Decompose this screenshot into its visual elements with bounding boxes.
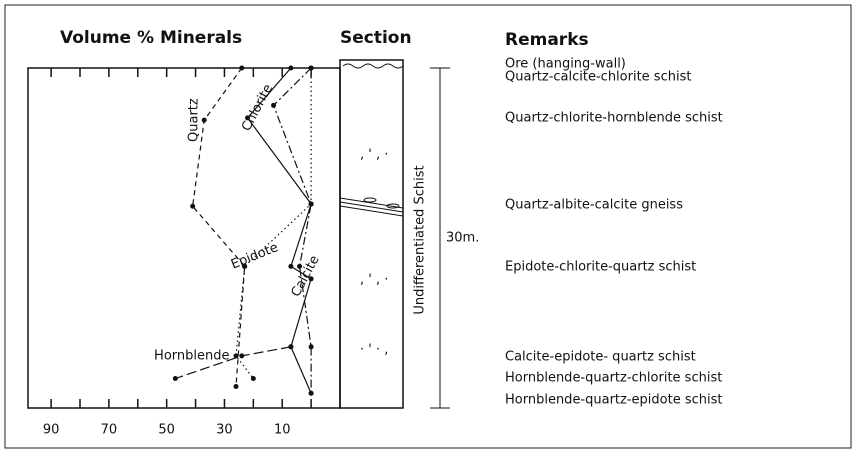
x-tick-label: 70 bbox=[101, 423, 118, 438]
gneiss-symbol bbox=[386, 203, 400, 209]
remark: Epidote-chlorite-quartz schist bbox=[505, 260, 696, 275]
remark: Hornblende-quartz-chlorite schist bbox=[505, 371, 722, 386]
data-point bbox=[308, 201, 314, 207]
data-point bbox=[288, 263, 294, 269]
x-tick-label: 90 bbox=[43, 423, 60, 438]
remark: Ore (hanging-wall) bbox=[505, 57, 626, 72]
x-tick-label: 10 bbox=[274, 423, 291, 438]
data-point bbox=[190, 203, 196, 209]
series-label: Calcite bbox=[288, 253, 322, 299]
remark: Calcite-epidote- quartz schist bbox=[505, 350, 696, 365]
data-point bbox=[297, 263, 303, 269]
schist-symbol: · ' · , bbox=[360, 343, 388, 358]
data-point bbox=[288, 344, 294, 350]
data-point bbox=[233, 383, 239, 389]
schist-symbol: , ' , · bbox=[360, 273, 388, 288]
series-line bbox=[235, 68, 312, 379]
chart-title: Volume % Minerals bbox=[60, 28, 242, 48]
data-point bbox=[308, 65, 314, 71]
data-point bbox=[308, 390, 314, 396]
gneiss-band bbox=[339, 197, 404, 217]
data-point bbox=[245, 115, 251, 121]
data-point bbox=[271, 102, 277, 108]
data-point bbox=[308, 344, 314, 350]
data-point bbox=[239, 65, 245, 71]
x-tick-label: 50 bbox=[158, 423, 175, 438]
ore-symbol bbox=[342, 63, 404, 69]
remark: Quartz-albite-calcite gneiss bbox=[505, 198, 683, 213]
data-point bbox=[201, 117, 207, 123]
data-point bbox=[233, 353, 239, 359]
remark: Hornblende-quartz-epidote schist bbox=[505, 393, 722, 408]
data-point bbox=[239, 353, 245, 359]
scale-label: 30m. bbox=[446, 231, 479, 246]
series-label: Chlorite bbox=[239, 82, 276, 134]
data-point bbox=[250, 376, 256, 382]
schist-symbol: , ' , · bbox=[360, 148, 388, 163]
series-line bbox=[192, 67, 246, 387]
data-point bbox=[172, 376, 178, 382]
series-line bbox=[272, 67, 312, 394]
x-tick-label: 30 bbox=[216, 423, 233, 438]
series-label: Epidote bbox=[229, 240, 280, 272]
series-label: Hornblende bbox=[154, 348, 229, 363]
section-title: Section bbox=[340, 28, 412, 48]
remark: Quartz-calcite-chlorite schist bbox=[505, 70, 691, 85]
remark: Quartz-chlorite-hornblende schist bbox=[505, 111, 723, 126]
data-point bbox=[308, 276, 314, 282]
series-label: Quartz bbox=[187, 98, 202, 142]
unit-label: Undifferentiated Schist bbox=[413, 165, 428, 314]
remarks-title: Remarks bbox=[505, 30, 589, 50]
section-column bbox=[339, 59, 404, 409]
data-point bbox=[288, 65, 294, 71]
gneiss-symbol bbox=[363, 197, 377, 203]
frame bbox=[4, 4, 852, 449]
data-point bbox=[242, 263, 248, 269]
